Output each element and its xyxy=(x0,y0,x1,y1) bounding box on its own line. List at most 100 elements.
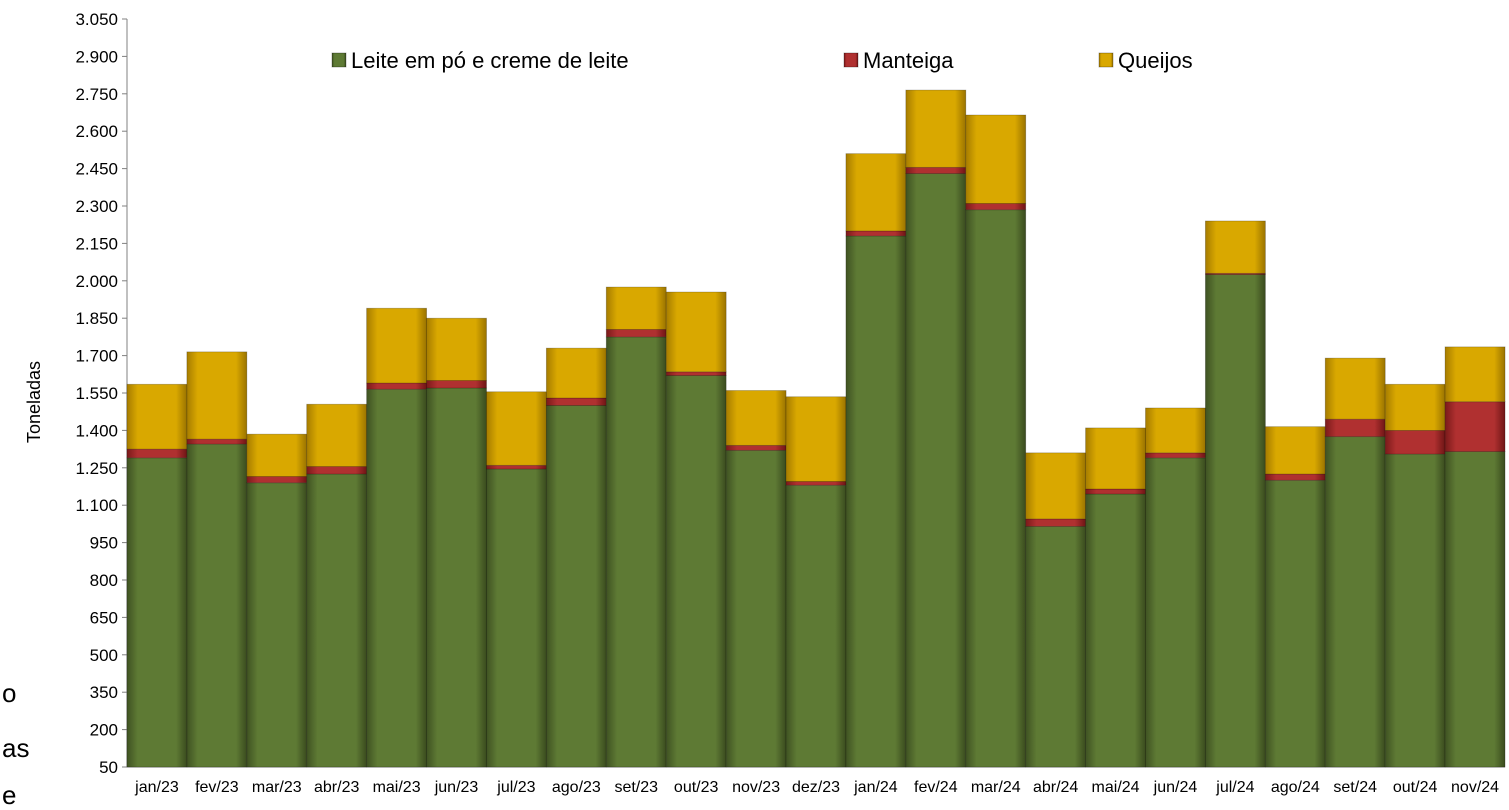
bar-leite-jul-23 xyxy=(486,468,547,768)
bar-leite-fev-24 xyxy=(905,173,967,768)
bar-leite-dez-23 xyxy=(785,484,847,768)
y-tick-label: 650 xyxy=(90,608,118,627)
bar-queijos-set-23 xyxy=(605,286,667,330)
x-tick-label: set/24 xyxy=(1333,779,1377,796)
bar-manteiga-jun-23 xyxy=(426,380,487,389)
x-tick-label: jul/23 xyxy=(496,779,535,796)
category-labels: jan/23 fev/23 mar/23 abr/23 mai/23 jun/23 jul/… xyxy=(134,779,1499,796)
bar-queijos-mai-24 xyxy=(1085,427,1146,490)
bar-queijos-jun-23 xyxy=(426,317,487,381)
bar-queijos-nov-23 xyxy=(725,390,787,446)
bars xyxy=(126,89,1506,768)
y-tick-label: 2.000 xyxy=(75,272,118,291)
x-tick-label: jan/24 xyxy=(853,779,898,796)
bar-leite-mai-23 xyxy=(366,388,428,768)
bar-manteiga-set-24 xyxy=(1324,418,1386,438)
y-tick-label: 1.850 xyxy=(75,309,118,328)
bar-manteiga-mai-24 xyxy=(1085,488,1146,495)
legend-label-queijos: Queijos xyxy=(1118,48,1193,73)
bar-manteiga-mai-23 xyxy=(366,382,428,390)
edge-text-fragment-1: o xyxy=(2,678,17,708)
bar-leite-mar-23 xyxy=(246,482,308,768)
y-tick-label: 3.050 xyxy=(75,10,118,29)
bar-leite-fev-23 xyxy=(186,443,248,768)
y-tick-label: 2.750 xyxy=(75,85,118,104)
bar-manteiga-jan-23 xyxy=(126,448,188,459)
bar-queijos-jan-24 xyxy=(845,153,907,232)
legend-swatch-leite xyxy=(331,52,347,68)
x-tick-label: ago/23 xyxy=(552,779,601,796)
bar-queijos-ago-23 xyxy=(545,347,607,399)
x-tick-label: jun/24 xyxy=(1153,779,1198,796)
y-tick-label: 500 xyxy=(90,646,118,665)
bar-leite-jan-23 xyxy=(126,457,188,768)
x-tick-label: mai/24 xyxy=(1092,779,1140,796)
bar-leite-abr-24 xyxy=(1025,525,1087,768)
bar-queijos-jan-23 xyxy=(126,383,188,450)
bar-queijos-mai-23 xyxy=(366,307,428,384)
y-tick-label: 50 xyxy=(99,758,118,777)
y-tick-label: 2.600 xyxy=(75,122,118,141)
bar-queijos-dez-23 xyxy=(785,396,847,482)
x-tick-label: fev/23 xyxy=(195,779,239,796)
bar-leite-jun-23 xyxy=(426,387,487,768)
x-tick-label: dez/23 xyxy=(792,779,840,796)
bar-manteiga-nov-24 xyxy=(1444,401,1506,452)
y-tick-label: 2.450 xyxy=(75,160,118,179)
bar-leite-jul-24 xyxy=(1204,274,1266,768)
y-tick-label: 350 xyxy=(90,683,118,702)
bar-manteiga-jul-23 xyxy=(486,464,547,470)
bar-leite-nov-23 xyxy=(725,449,787,768)
bar-manteiga-jun-24 xyxy=(1145,452,1206,459)
bar-leite-out-23 xyxy=(665,375,727,768)
legend-label-manteiga: Manteiga xyxy=(863,48,954,73)
bar-leite-set-24 xyxy=(1324,436,1386,768)
y-tick-label: 800 xyxy=(90,571,118,590)
x-tick-label: abr/24 xyxy=(1033,779,1078,796)
y-tick-label: 1.100 xyxy=(75,496,118,515)
bar-manteiga-out-24 xyxy=(1384,429,1446,455)
x-tick-label: fev/24 xyxy=(914,779,958,796)
bar-queijos-jul-23 xyxy=(486,391,547,466)
bar-leite-mar-24 xyxy=(965,209,1027,768)
x-tick-label: jan/23 xyxy=(134,779,179,796)
x-tick-label: out/24 xyxy=(1393,779,1438,796)
bar-queijos-fev-24 xyxy=(905,89,967,168)
edge-text-fragment-3: e xyxy=(2,780,17,810)
bar-queijos-jul-24 xyxy=(1204,220,1266,274)
legend-swatch-manteiga xyxy=(843,52,859,68)
bar-leite-mai-24 xyxy=(1085,493,1146,768)
x-tick-label: ago/24 xyxy=(1271,779,1320,796)
bar-leite-out-24 xyxy=(1384,453,1446,768)
y-axis-label: Toneladas xyxy=(24,361,44,443)
bar-manteiga-ago-24 xyxy=(1264,473,1326,481)
bar-leite-ago-23 xyxy=(545,405,607,768)
bar-queijos-out-23 xyxy=(665,291,727,373)
bar-manteiga-out-23 xyxy=(665,371,727,376)
y-tick-label: 2.150 xyxy=(75,234,118,253)
x-tick-label: mai/23 xyxy=(373,779,421,796)
bar-manteiga-mar-24 xyxy=(965,203,1027,211)
y-tick-label: 1.550 xyxy=(75,384,118,403)
bar-manteiga-dez-23 xyxy=(785,481,847,486)
bar-queijos-mar-23 xyxy=(246,433,308,477)
axes: 50 200 350 500 650 800 950 1.100 1.250 1.400 1.550… xyxy=(75,10,1505,777)
x-tick-label: jul/24 xyxy=(1215,779,1254,796)
x-tick-label: abr/23 xyxy=(314,779,359,796)
bar-queijos-fev-23 xyxy=(186,351,248,440)
bar-manteiga-jan-24 xyxy=(845,230,907,237)
bar-queijos-out-24 xyxy=(1384,383,1446,431)
x-tick-label: nov/24 xyxy=(1451,779,1499,796)
x-tick-label: mar/24 xyxy=(971,779,1021,796)
bar-queijos-mar-24 xyxy=(965,114,1027,204)
y-tick-label: 200 xyxy=(90,721,118,740)
bar-queijos-nov-24 xyxy=(1444,346,1506,403)
bar-manteiga-ago-23 xyxy=(545,397,607,406)
edge-text-fragment-2: as xyxy=(2,733,30,763)
bar-leite-jan-24 xyxy=(845,235,907,768)
bar-manteiga-set-23 xyxy=(605,329,667,338)
y-tick-label: 950 xyxy=(90,534,118,553)
legend-swatch-queijos xyxy=(1098,52,1114,68)
bar-manteiga-nov-23 xyxy=(725,444,787,451)
bar-leite-abr-23 xyxy=(306,473,368,768)
